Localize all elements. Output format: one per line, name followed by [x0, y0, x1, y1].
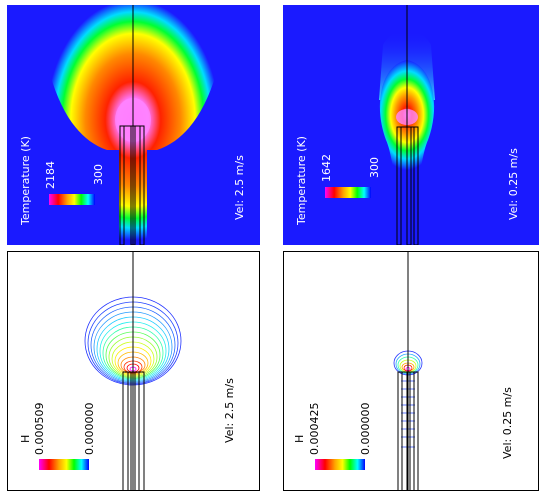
- colorbar-min-label: 300: [92, 164, 105, 185]
- velocity-label: Vel: 0.25 m/s: [501, 387, 514, 459]
- colorbar: [315, 459, 365, 470]
- colorbar-min-label: 0.000000: [83, 403, 96, 456]
- colorbar-max-label: 0.000509: [33, 403, 46, 456]
- colorbar-min-label: 0.000000: [359, 403, 372, 456]
- velocity-label: Vel: 2.5 m/s: [233, 155, 246, 220]
- colorbar: [49, 194, 95, 205]
- h-contour-panel-2-5: H 0.000509 0.000000 Vel: 2.5 m/s: [7, 251, 260, 491]
- h-contour-panel-0-25: H 0.000425 0.000000 Vel: 0.25 m/s: [283, 251, 539, 491]
- legend-title: H: [19, 435, 32, 443]
- colorbar-max-label: 0.000425: [308, 403, 321, 456]
- colorbar: [39, 459, 89, 470]
- colorbar-max-label: 1642: [320, 154, 333, 182]
- temperature-field-plot: Temperature (K) 2184 300 Vel: 2.5 m/s: [7, 5, 260, 245]
- temperature-field-panel-0-25: Temperature (K) 1642 300 Vel: 0.25 m/s: [283, 5, 539, 245]
- h-contour-plot: H 0.000509 0.000000 Vel: 2.5 m/s: [7, 251, 260, 491]
- colorbar-min-label: 300: [368, 157, 381, 178]
- legend-title: H: [293, 435, 306, 443]
- panel-frame: [283, 251, 539, 491]
- legend-title: Temperature (K): [295, 136, 308, 226]
- velocity-label: Vel: 0.25 m/s: [507, 148, 520, 220]
- legend-title: Temperature (K): [19, 136, 32, 226]
- temperature-field-plot: Temperature (K) 1642 300 Vel: 0.25 m/s: [283, 5, 539, 245]
- colorbar: [325, 187, 371, 198]
- h-contour-plot: H 0.000425 0.000000 Vel: 0.25 m/s: [283, 251, 539, 491]
- temperature-field-panel-2-5: Temperature (K) 2184 300 Vel: 2.5 m/s: [7, 5, 260, 245]
- velocity-label: Vel: 2.5 m/s: [223, 378, 236, 443]
- colorbar-max-label: 2184: [44, 161, 57, 189]
